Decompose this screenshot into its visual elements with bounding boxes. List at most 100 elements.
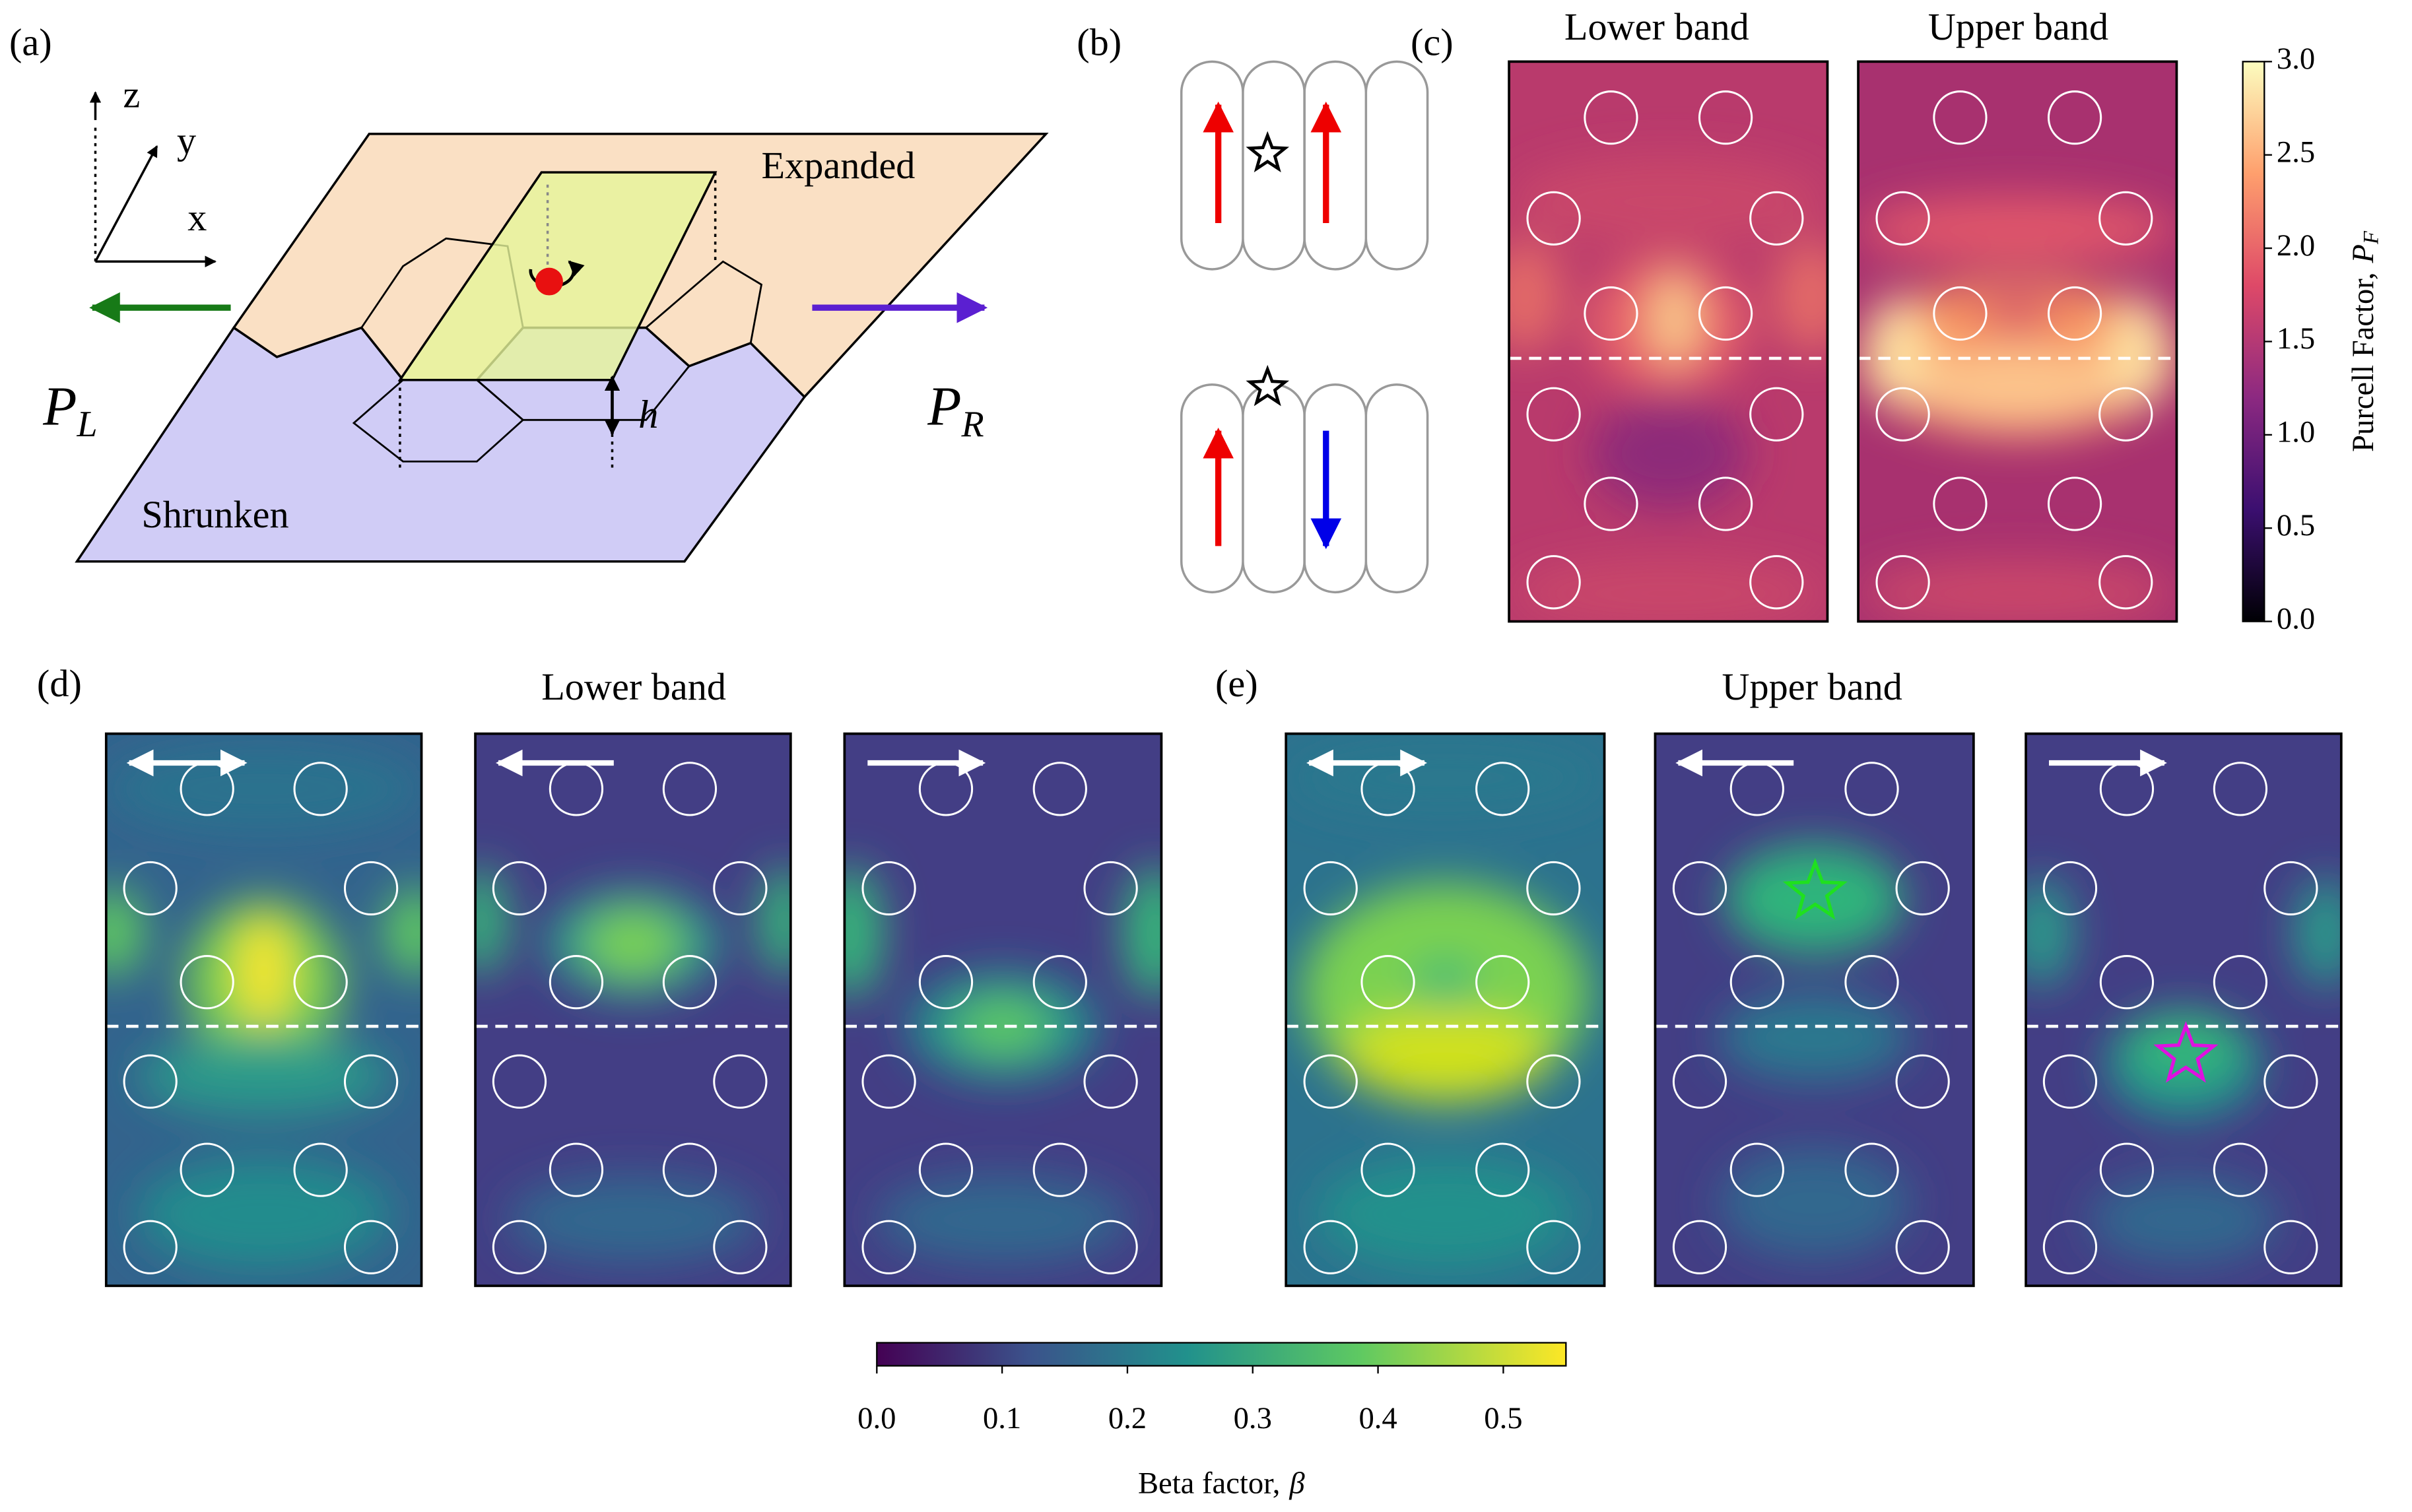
hole: [1875, 387, 1930, 442]
hole: [1844, 1142, 1899, 1197]
hole: [180, 955, 234, 1010]
map-title: Lower band: [541, 665, 726, 708]
heatmap-blobs: [1509, 156, 1828, 622]
colorbar-tick-label: 3.0: [2277, 42, 2315, 76]
port-sub: R: [960, 404, 984, 445]
hole: [2213, 762, 2268, 816]
heatmap-blobs: [2026, 877, 2341, 1264]
colorbar-tick-label: 0.0: [2277, 601, 2315, 636]
hole: [2213, 1142, 2268, 1197]
heatmap: [1509, 61, 1828, 622]
panel-label: (e): [1215, 662, 1258, 705]
loop-diagram: [1180, 60, 1429, 594]
heatmap-blob: [844, 866, 883, 999]
heatmap: [1286, 733, 1605, 1286]
hole: [1933, 90, 1988, 145]
hole: [1526, 387, 1581, 442]
hole: [1672, 1054, 1727, 1109]
hole: [2099, 955, 2155, 1010]
heatmap-blob: [1652, 274, 1697, 364]
colorbar: [2242, 61, 2265, 622]
hole: [2098, 555, 2153, 610]
axis-label: y: [177, 119, 196, 162]
hole: [662, 762, 718, 816]
colorbar-tick-label: 0.5: [1484, 1401, 1522, 1435]
axis-label: z: [123, 73, 140, 116]
heatmap-blob: [2126, 1015, 2240, 1082]
heatmap-blob: [2294, 877, 2341, 988]
heatmap-blob: [1509, 156, 1828, 247]
hole: [713, 1054, 768, 1109]
map-frame: [104, 732, 423, 1288]
heatmap-blob: [1725, 844, 1904, 955]
hole: [1933, 286, 1988, 341]
hole: [549, 955, 604, 1010]
map-frame: [1654, 732, 1975, 1288]
hole: [861, 861, 916, 916]
hole: [492, 1220, 547, 1274]
hole: [1360, 1142, 1415, 1197]
colorbar-label: Beta factor, β: [1138, 1466, 1305, 1500]
map-title: Lower band: [1564, 5, 1749, 48]
star: [1246, 364, 1290, 407]
hole: [662, 955, 718, 1010]
plane-label: Expanded: [762, 144, 916, 187]
hole: [1303, 861, 1358, 916]
hole: [2263, 861, 2318, 916]
hole: [293, 762, 348, 816]
hole: [2042, 861, 2098, 916]
map-frame: [1857, 60, 2178, 623]
heatmap-blob: [1123, 866, 1162, 999]
hole: [492, 1054, 547, 1109]
hole: [123, 1054, 178, 1109]
heatmap-blobs: [1858, 195, 2177, 622]
colorbar-tick-label: 0.0: [857, 1401, 896, 1435]
hole: [343, 861, 399, 916]
label-sub: F: [2360, 230, 2384, 245]
hole: [1875, 191, 1930, 246]
colorbar-tick-label: 2.0: [2277, 228, 2315, 263]
port-symbol: P: [927, 376, 961, 438]
heatmap: [106, 733, 422, 1286]
hole: [861, 1220, 916, 1274]
colorbar-tick-label: 0.2: [1108, 1401, 1147, 1435]
hole: [1895, 1220, 1950, 1274]
heatmap-blob: [1588, 397, 1748, 509]
map-frame: [1508, 60, 1829, 623]
port-label: PR: [927, 376, 984, 445]
heatmap-blob: [1773, 240, 1828, 353]
hole: [2099, 1142, 2155, 1197]
heatmap-blob: [1979, 296, 2056, 331]
label-text: Beta factor,: [1138, 1466, 1280, 1500]
heatmap-blob: [106, 888, 145, 977]
heatmap-blob: [238, 915, 289, 1027]
map-frame: [2025, 732, 2343, 1288]
hole: [2098, 191, 2153, 246]
panel-label: (b): [1077, 20, 1122, 63]
hole: [1933, 477, 1988, 531]
hole: [1895, 861, 1950, 916]
heatmap: [1655, 733, 1974, 1286]
hole: [713, 861, 768, 916]
map-title: Upper band: [1928, 5, 2108, 48]
heatmap-blobs: [475, 866, 791, 1264]
hole: [2042, 1054, 2098, 1109]
heatmap: [2026, 733, 2341, 1286]
heatmap-blob: [137, 1037, 390, 1115]
heatmap-blob: [1906, 346, 2129, 426]
star: [1246, 131, 1290, 173]
heatmap-blob: [137, 1158, 390, 1270]
heatmap-blob: [1858, 195, 2177, 263]
hole: [1844, 955, 1899, 1010]
heatmap-blob: [2026, 877, 2073, 988]
hole: [1303, 1220, 1358, 1274]
hole: [1584, 90, 1638, 145]
hole: [662, 1142, 718, 1197]
hole: [1303, 1054, 1358, 1109]
hole: [2098, 387, 2153, 442]
port-label: PL: [42, 376, 97, 445]
label-text: Purcell Factor,: [2346, 272, 2380, 451]
height-label: h: [638, 393, 658, 437]
hole: [918, 1142, 974, 1197]
